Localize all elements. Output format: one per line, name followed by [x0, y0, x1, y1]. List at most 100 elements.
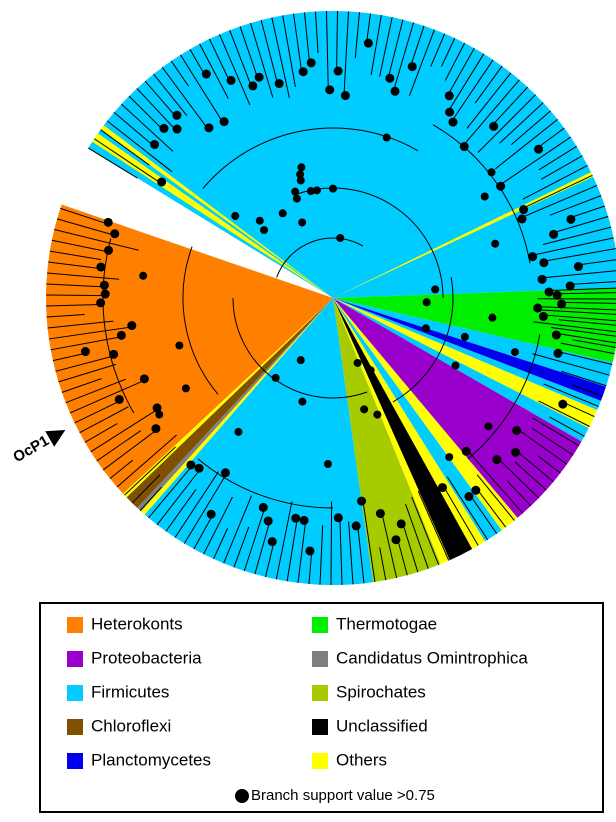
support-dot	[291, 514, 300, 523]
support-dot	[445, 108, 454, 117]
support-dot	[307, 58, 316, 67]
support-dot	[325, 85, 334, 94]
support-dot	[491, 240, 499, 248]
support-dot	[423, 298, 431, 306]
support-dot	[538, 275, 547, 284]
legend-label: Others	[336, 750, 387, 769]
support-dot	[186, 460, 195, 469]
support-dot	[227, 76, 236, 85]
support-dot	[373, 411, 381, 419]
support-dot	[117, 331, 126, 340]
support-dot	[101, 290, 110, 299]
support-dot	[172, 111, 181, 120]
support-dot	[109, 350, 118, 359]
support-dot	[452, 362, 460, 370]
support-dot	[539, 258, 548, 267]
support-dot	[528, 252, 537, 261]
support-dot	[512, 426, 521, 435]
support-dot	[260, 226, 268, 234]
support-dot	[445, 91, 454, 100]
support-dot	[460, 142, 469, 151]
legend-swatch	[67, 685, 83, 701]
support-dot	[489, 122, 498, 131]
support-dot	[438, 483, 447, 492]
legend-swatch	[67, 719, 83, 735]
support-dot	[534, 145, 543, 154]
support-dot	[488, 168, 496, 176]
support-dot	[511, 348, 519, 356]
legend-note: Branch support value >0.75	[251, 787, 435, 804]
support-dot	[471, 486, 480, 495]
support-dot	[127, 321, 136, 330]
support-dot	[100, 281, 109, 290]
support-dot	[488, 314, 496, 322]
support-dot	[492, 455, 501, 464]
support-dot	[448, 118, 457, 127]
support-dot	[159, 124, 168, 133]
support-dot	[416, 476, 425, 485]
legend-swatch	[312, 685, 328, 701]
support-dot	[574, 262, 583, 271]
support-dot	[544, 287, 553, 296]
support-dot	[461, 333, 469, 341]
note-dot	[235, 789, 249, 803]
legend-box	[40, 603, 603, 812]
support-dot	[298, 218, 306, 226]
support-dot	[202, 70, 211, 79]
legend-swatch	[312, 719, 328, 735]
support-dot	[554, 349, 563, 358]
support-dot	[104, 246, 113, 255]
support-dot	[464, 492, 473, 501]
support-dot	[566, 215, 575, 224]
support-dot	[552, 330, 561, 339]
support-dot	[481, 192, 489, 200]
support-dot	[391, 535, 400, 544]
support-dot	[173, 125, 182, 134]
support-dot	[352, 521, 361, 530]
support-dot	[533, 304, 542, 313]
legend-swatch	[312, 617, 328, 633]
support-dot	[364, 39, 373, 48]
support-dot	[279, 209, 287, 217]
phylogenetic-tree	[46, 11, 616, 585]
support-dot	[195, 464, 204, 473]
support-dot	[81, 347, 90, 356]
support-dot	[256, 217, 264, 225]
support-dot	[558, 400, 567, 409]
support-dot	[259, 503, 268, 512]
ocp1-marker: OcP1	[10, 422, 70, 467]
support-dot	[204, 123, 213, 132]
support-dot	[221, 468, 230, 477]
support-dot	[484, 422, 492, 430]
support-dot	[264, 516, 273, 525]
support-dot	[422, 324, 430, 332]
support-dot	[391, 87, 400, 96]
support-dot	[298, 398, 306, 406]
legend-label: Planctomycetes	[91, 750, 211, 769]
support-dot	[324, 460, 332, 468]
support-dot	[182, 384, 190, 392]
support-dot	[96, 298, 105, 307]
legend-swatch	[312, 651, 328, 667]
support-dot	[155, 411, 163, 419]
support-dot	[357, 497, 366, 506]
support-dot	[96, 263, 105, 272]
legend-label: Thermotogae	[336, 614, 437, 633]
support-dot	[139, 272, 147, 280]
support-dot	[272, 374, 280, 382]
support-dot	[220, 117, 229, 126]
support-dot	[431, 285, 439, 293]
support-dot	[268, 537, 277, 546]
support-dot	[367, 366, 375, 374]
support-dot	[300, 516, 309, 525]
legend-label: Firmicutes	[91, 682, 169, 701]
support-dot	[207, 510, 216, 519]
support-dot	[496, 182, 505, 191]
support-dot	[115, 395, 124, 404]
support-dot	[376, 509, 385, 518]
legend-swatch	[67, 753, 83, 769]
support-dot	[329, 185, 337, 193]
support-dot	[360, 405, 368, 413]
support-dot	[408, 62, 417, 71]
